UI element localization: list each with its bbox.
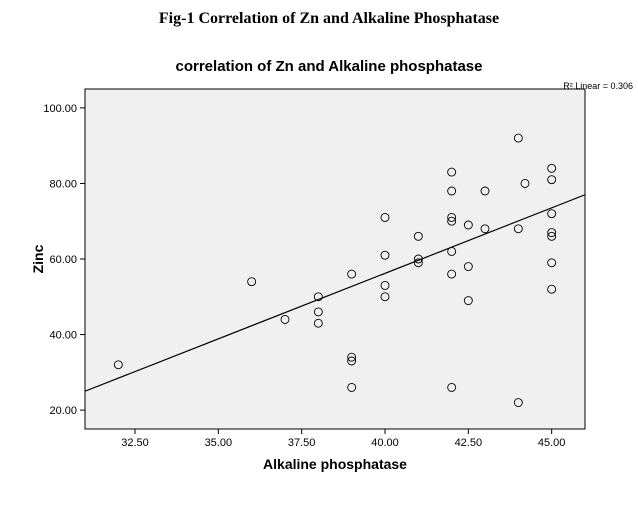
svg-text:80.00: 80.00 (49, 178, 77, 190)
r2-annotation: R² Linear = 0.306 (563, 81, 633, 91)
svg-text:40.00: 40.00 (49, 330, 77, 342)
chart-title: correlation of Zn and Alkaline phosphata… (29, 58, 629, 75)
svg-text:40.00: 40.00 (371, 437, 399, 449)
svg-text:42.50: 42.50 (455, 437, 483, 449)
scatter-plot: 32.50 35.00 37.50 40.00 42.50 45.00 20.00 40.00… (29, 81, 593, 475)
svg-text:37.50: 37.50 (288, 437, 316, 449)
svg-text:32.50: 32.50 (121, 437, 149, 449)
figure-caption: Fig-1 Correlation of Zn and Alkaline Pho… (10, 10, 638, 28)
plot-container: R² Linear = 0.306 32.5035.0037.5040.0042… (29, 81, 629, 475)
svg-text:60.00: 60.00 (49, 254, 77, 266)
svg-text:45.00: 45.00 (538, 437, 566, 449)
y-axis-label: Zinc (30, 244, 46, 273)
x-axis-label: Alkaline phosphatase (263, 456, 407, 472)
chart-container: correlation of Zn and Alkaline phosphata… (29, 58, 629, 475)
svg-text:20.00: 20.00 (49, 405, 77, 417)
svg-text:35.00: 35.00 (205, 437, 233, 449)
svg-text:100.00: 100.00 (43, 103, 77, 115)
